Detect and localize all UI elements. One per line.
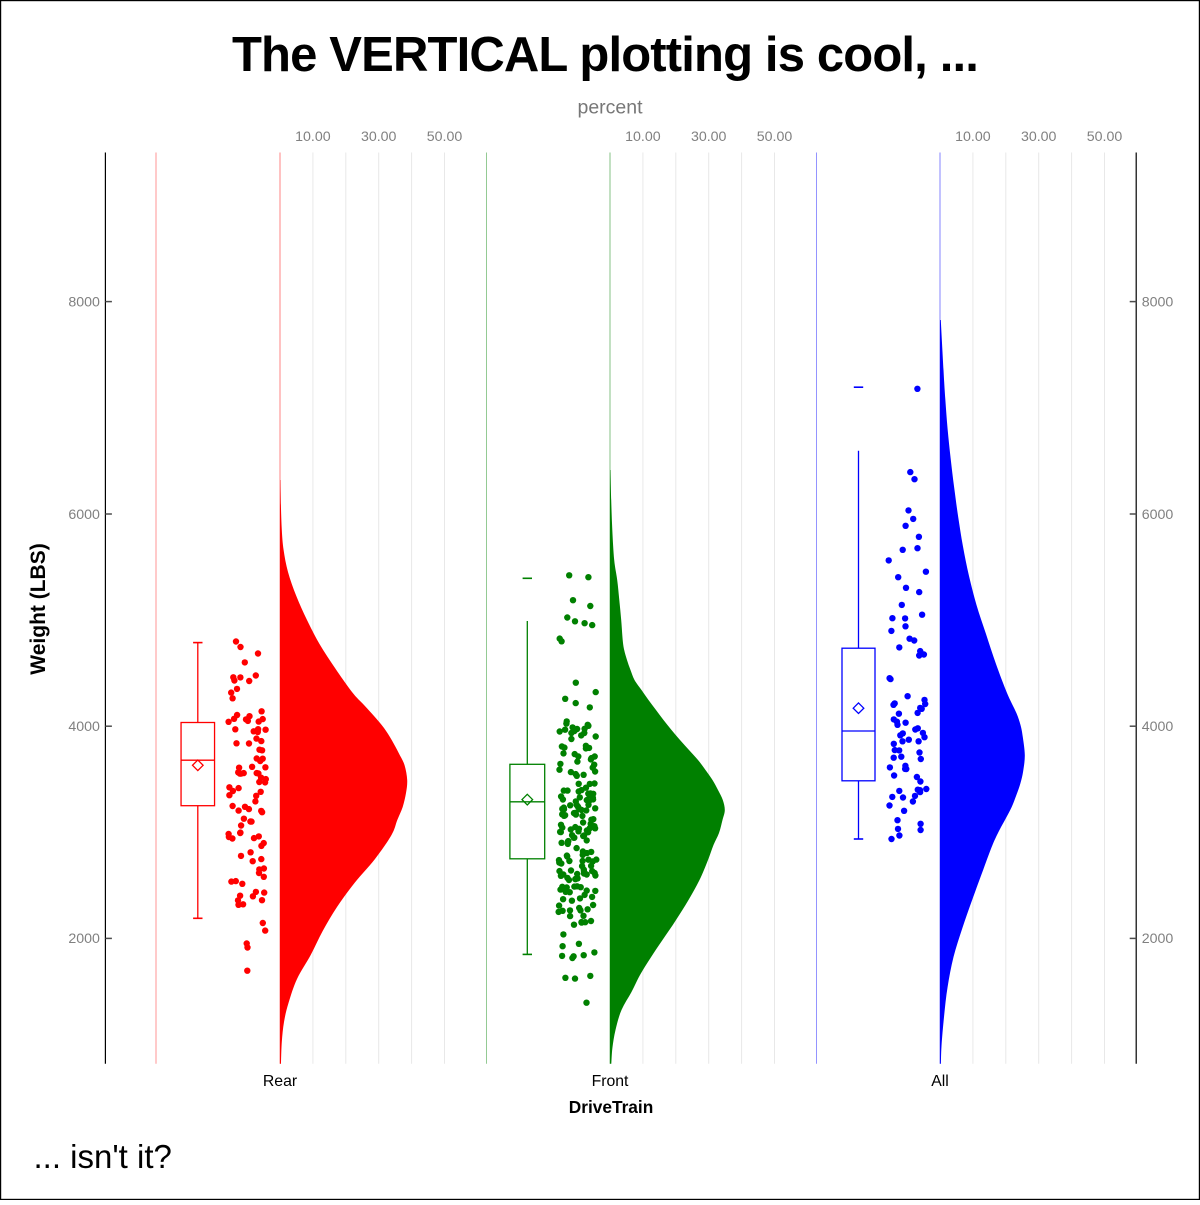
svg-text:All: All xyxy=(931,1073,949,1090)
svg-text:4000: 4000 xyxy=(1142,719,1174,735)
svg-text:... isn't it?: ... isn't it? xyxy=(34,1138,172,1175)
svg-text:2000: 2000 xyxy=(68,931,100,947)
svg-text:Rear: Rear xyxy=(263,1073,297,1090)
svg-text:8000: 8000 xyxy=(1142,294,1174,310)
svg-text:2000: 2000 xyxy=(1142,931,1174,947)
svg-text:30.00: 30.00 xyxy=(361,129,397,145)
svg-text:4000: 4000 xyxy=(68,719,100,735)
svg-text:percent: percent xyxy=(577,97,643,119)
svg-text:10.00: 10.00 xyxy=(955,129,991,145)
svg-text:Weight (LBS): Weight (LBS) xyxy=(27,543,50,674)
svg-text:50.00: 50.00 xyxy=(1087,129,1123,145)
svg-text:Front: Front xyxy=(592,1073,629,1090)
svg-text:10.00: 10.00 xyxy=(625,129,661,145)
svg-text:DriveTrain: DriveTrain xyxy=(569,1097,654,1117)
svg-text:30.00: 30.00 xyxy=(691,129,727,145)
svg-text:6000: 6000 xyxy=(1142,507,1174,523)
svg-text:30.00: 30.00 xyxy=(1021,129,1057,145)
svg-text:The VERTICAL plotting is cool,: The VERTICAL plotting is cool, ... xyxy=(232,28,978,82)
svg-text:50.00: 50.00 xyxy=(757,129,793,145)
svg-text:6000: 6000 xyxy=(68,507,100,523)
svg-text:10.00: 10.00 xyxy=(295,129,331,145)
svg-text:8000: 8000 xyxy=(68,294,100,310)
svg-text:50.00: 50.00 xyxy=(427,129,463,145)
